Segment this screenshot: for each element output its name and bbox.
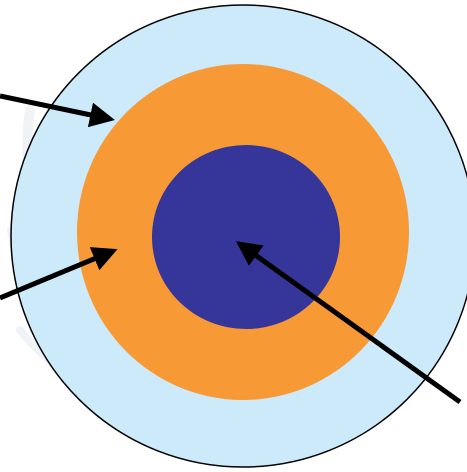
inner-core [152, 145, 340, 329]
arrow-to-inner-core [235, 241, 462, 405]
arrow-to-outer-ring [0, 93, 115, 128]
arrow-to-middle-ring [0, 247, 118, 301]
